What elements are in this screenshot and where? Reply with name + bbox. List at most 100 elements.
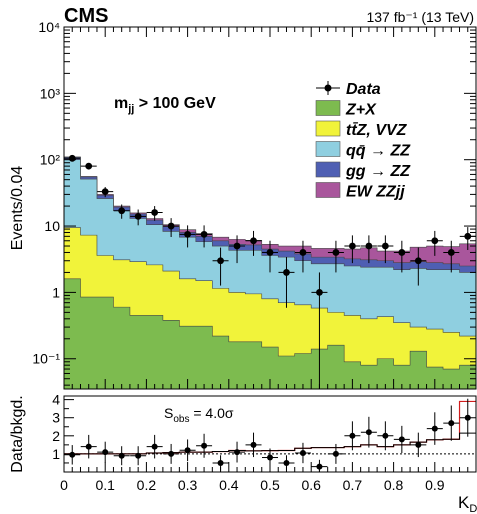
ratio-point <box>283 459 290 466</box>
y-tick-label: 10⁻¹ <box>32 351 60 367</box>
x-tick-label: 0.9 <box>425 477 445 493</box>
main-plot: 10⁻¹ 1 10 10² 10³ 10⁴ <box>32 19 477 390</box>
ratio-point <box>201 442 208 449</box>
ratio-point <box>184 447 191 454</box>
data-point <box>85 162 93 170</box>
ratio-point <box>267 454 273 461</box>
ratio-content <box>64 398 476 472</box>
data-point <box>447 249 455 256</box>
ratio-y-axis-label: Data/bkgd. <box>9 395 26 472</box>
legend-label: Z+X <box>345 102 377 119</box>
main-y-tick-labels: 10⁻¹ 1 10 10² 10³ 10⁴ <box>32 19 60 367</box>
x-tick-label: 0.7 <box>343 477 363 493</box>
data-point <box>250 237 257 245</box>
main-y-axis-label: Events/0.04 <box>9 166 26 251</box>
stacked-histograms <box>63 156 477 390</box>
ratio-point <box>118 452 125 459</box>
ratio-point <box>217 459 224 466</box>
ratio-y-tick-label: 2 <box>52 428 60 444</box>
y-tick-label: 10³ <box>40 85 61 101</box>
x-tick-label: 0.2 <box>137 477 157 493</box>
ratio-point <box>316 463 323 470</box>
data-point <box>266 249 274 256</box>
data-point <box>464 232 472 240</box>
ratio-point <box>250 441 257 448</box>
ratio-point <box>234 449 241 456</box>
ratio-y-tick-label: 4 <box>52 392 60 408</box>
y-tick-label: 10 <box>44 218 60 234</box>
data-point <box>200 230 208 238</box>
cms-label: CMS <box>64 5 108 27</box>
data-point <box>118 207 126 215</box>
legend-swatch <box>315 182 341 198</box>
ratio-axes: 1 2 3 4 0 0.1 0.2 0.3 0.4 0.5 0.6 0.7 0.8 0.9 <box>52 392 477 493</box>
legend-swatch <box>315 161 341 178</box>
legend-data-marker <box>324 84 332 92</box>
data-point <box>316 288 323 296</box>
ratio-point <box>135 452 142 459</box>
legend-label: EW ZZjj <box>346 184 405 201</box>
y-tick-label: 10² <box>40 152 61 168</box>
ratio-y-tick-label: 3 <box>52 410 60 426</box>
x-tick-label: 0.5 <box>260 477 280 493</box>
ratio-point <box>464 414 471 421</box>
ratio-point <box>151 443 158 450</box>
stack-0 <box>63 278 477 390</box>
legend-label: gg → ZZ <box>345 163 411 180</box>
data-point <box>233 242 241 250</box>
legend: Data Z+X tt̄Z, VVZ qq̄ → ZZ gg → ZZ EW ZZjj <box>315 81 411 201</box>
y-tick-label: 10⁴ <box>38 19 60 35</box>
ratio-point <box>168 450 175 457</box>
ratio-point <box>365 429 372 436</box>
data-point <box>68 154 76 162</box>
ratio-point <box>85 443 92 450</box>
data-point <box>365 242 373 250</box>
data-point <box>283 269 290 276</box>
legend-label: tt̄Z, VVZ <box>346 121 408 139</box>
data-point <box>167 222 175 230</box>
ratio-point <box>69 451 76 458</box>
x-tick-label: 0.3 <box>178 477 198 493</box>
ratio-plot: 1 2 3 4 0 0.1 0.2 0.3 0.4 0.5 0.6 0.7 0.8 0.9 <box>52 392 477 493</box>
ratio-point <box>431 425 438 432</box>
ratio-point <box>349 432 356 439</box>
data-point <box>299 249 307 256</box>
legend-label: Data <box>346 81 381 98</box>
ratio-expected-black <box>64 432 476 455</box>
ratio-point <box>332 450 339 457</box>
legend-swatch <box>315 100 341 116</box>
x-tick-label: 0 <box>60 477 68 493</box>
y-tick-label: 1 <box>52 284 60 300</box>
ratio-point <box>398 436 405 443</box>
ratio-point <box>448 420 455 427</box>
data-point <box>381 242 389 250</box>
significance-annotation: Sobs = 4.0σ <box>164 405 234 425</box>
legend-label: qq̄ → ZZ <box>346 143 411 160</box>
data-point <box>134 212 142 220</box>
ratio-point <box>102 449 109 456</box>
data-point <box>332 249 340 256</box>
data-point <box>217 257 224 265</box>
main-axes <box>63 26 477 389</box>
x-axis-label: KD <box>458 493 477 514</box>
data-point <box>151 209 159 216</box>
data-point <box>431 237 439 245</box>
cut-sub: jj <box>127 103 134 115</box>
cut-m: m <box>114 95 128 112</box>
data-point <box>101 188 109 196</box>
data-point <box>184 230 192 238</box>
data-point <box>349 242 356 250</box>
ratio-point <box>382 432 389 439</box>
luminosity-label: 137 fb⁻¹ (13 TeV) <box>366 9 474 25</box>
data-point <box>414 257 422 265</box>
ratio-y-tick-label: 1 <box>52 446 60 462</box>
x-tick-label: 0.1 <box>95 477 115 493</box>
ratio-point <box>299 450 306 456</box>
ratio-point <box>415 441 422 448</box>
x-tick-label: 0.6 <box>301 477 321 493</box>
ratio-expected-red <box>64 400 476 455</box>
cut-rest: > 100 GeV <box>134 95 216 112</box>
legend-swatch <box>315 120 341 137</box>
x-tick-label: 0.4 <box>219 477 239 493</box>
